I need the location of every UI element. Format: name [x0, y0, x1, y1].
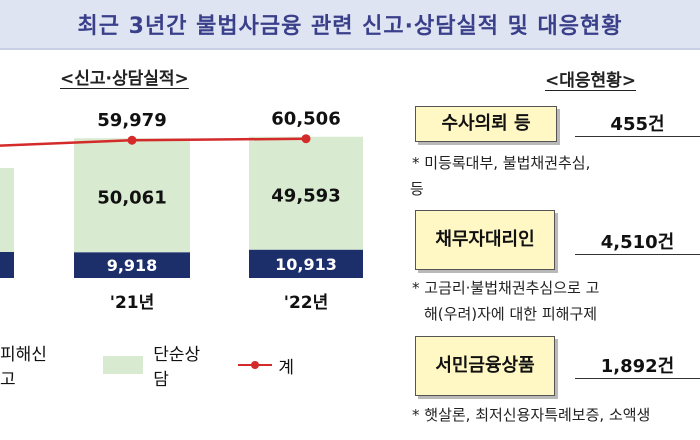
- response-value-debtor-agent: 4,510건: [575, 228, 700, 255]
- page-title-banner: 최근 3년간 불법사금융 관련 신고·상담실적 및 대응현황: [0, 0, 700, 50]
- chart-legend: 피해신고 단순상담 계: [0, 345, 320, 390]
- data-label-total-2: 60,506: [271, 109, 340, 130]
- response-note-investigation-2: 등: [410, 180, 424, 198]
- response-box-investigation: 수사의뢰 등: [415, 106, 557, 142]
- right-section-title: <대응현황>: [545, 66, 636, 91]
- response-box-debtor-agent: 채무자대리인: [415, 210, 555, 270]
- reports-chart: 50,061 9,918 59,979 '21년 49,593 10,913 60,506 '…: [0, 109, 363, 313]
- response-label-debtor-agent: 채무자대리인: [435, 229, 535, 250]
- left-section-title-text: <신고·상담실적>: [60, 69, 189, 89]
- right-section-title-text: <대응현황>: [545, 71, 637, 91]
- legend-line-total: [238, 357, 273, 373]
- response-note-debtor-agent-1: * 고금리·불법채권추심으로 고: [412, 279, 600, 297]
- bar-damage-report-2: [249, 249, 363, 278]
- response-note-finance-product-1: * 햇살론, 최저신용자특례보증, 소액생: [412, 406, 651, 424]
- response-value-finance-product: 1,892건: [575, 352, 700, 379]
- legend-swatch-simple-consult: [103, 356, 144, 374]
- legend-item-total: 계: [238, 353, 294, 378]
- legend-label-total: 계: [278, 357, 294, 378]
- response-box-finance-product: 서민금융상품: [415, 336, 555, 396]
- bar-simple-consult-1: [74, 138, 190, 253]
- left-section-title: <신고·상담실적>: [60, 64, 189, 89]
- response-label-finance-product: 서민금융상품: [435, 355, 535, 376]
- response-label-investigation: 수사의뢰 등: [441, 113, 531, 134]
- x-tick-label-2: '22년: [284, 293, 329, 313]
- x-tick-label-1: '21년: [110, 293, 155, 313]
- legend-label-damage-report: 피해신고: [0, 345, 47, 390]
- response-value-investigation: 455건: [575, 110, 700, 137]
- legend-item-damage-report: 피해신고: [0, 340, 59, 390]
- data-label-simple-consult-2: 49,593: [271, 185, 340, 206]
- legend-item-simple-consult: 단순상담: [103, 340, 212, 390]
- response-note-investigation-1: * 미등록대부, 불법채권추심,: [412, 154, 591, 172]
- bar-simple-consult-0: [0, 168, 14, 252]
- total-point-2: [301, 134, 311, 144]
- data-label-total-1: 59,979: [97, 110, 166, 131]
- bar-damage-report-1: [74, 252, 190, 278]
- total-point-1: [127, 135, 137, 145]
- data-label-simple-consult-1: 50,061: [97, 187, 166, 208]
- page-title: 최근 3년간 불법사금융 관련 신고·상담실적 및 대응현황: [77, 14, 623, 39]
- data-label-damage-report-2: 10,913: [275, 255, 337, 274]
- legend-label-simple-consult: 단순상담: [153, 345, 201, 390]
- bar-simple-consult-2: [249, 136, 363, 250]
- bar-damage-report-0: [0, 252, 14, 278]
- data-label-damage-report-1: 9,918: [107, 256, 158, 275]
- response-note-debtor-agent-2: 해(우려)자에 대한 피해구제: [424, 305, 598, 323]
